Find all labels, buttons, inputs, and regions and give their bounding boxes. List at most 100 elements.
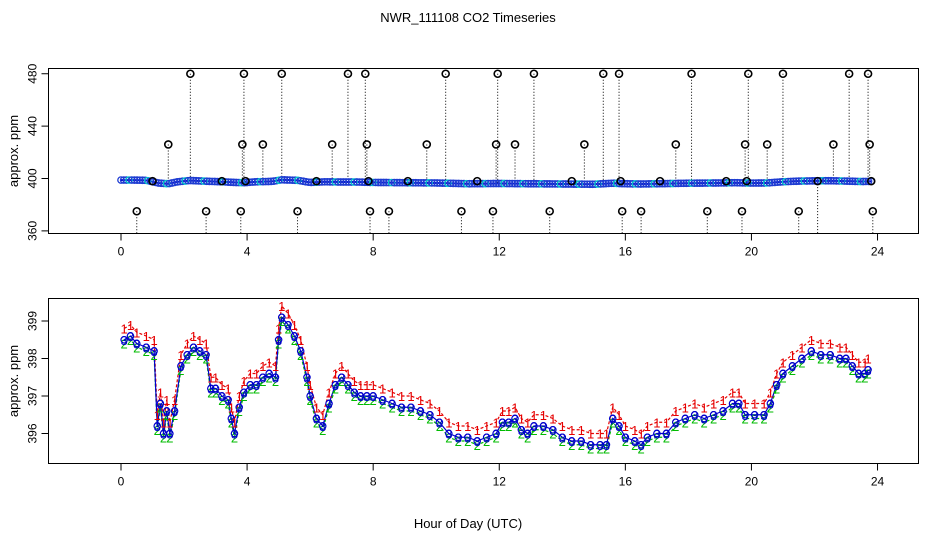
baseline-point [786,177,795,186]
series-1-point: 1 [231,415,238,430]
baseline-point [427,179,436,187]
series-3-point: 3 [530,419,537,434]
series-1-point: 1 [407,389,414,404]
series-3-point: 3 [133,337,140,352]
baseline-point [489,179,498,188]
outlier-point [457,206,466,216]
baseline-point [516,179,525,188]
series-marker [766,399,775,408]
series-3-point: 3 [121,333,128,348]
baseline-point [706,179,715,187]
baseline-point [701,179,709,187]
series-1-point: 1 [196,333,203,348]
series-3-point: 3 [729,397,736,412]
baseline-point [733,178,742,187]
series-marker [397,403,406,412]
series-3-point: 3 [861,367,868,382]
series-1-point: 1 [637,427,644,442]
series-3-point: 3 [177,359,184,374]
series-marker [230,429,239,438]
series-2-point: 2 [682,415,689,430]
baseline-point [580,180,589,189]
series-3-point: 3 [363,389,370,404]
baseline-point [792,177,801,186]
outlier-point [762,140,772,149]
series-marker [621,433,630,442]
series-1-point: 1 [864,352,871,367]
baseline-point [355,178,364,186]
baseline-point [256,177,265,186]
series-marker [750,410,759,419]
series-3-point: 3 [319,419,326,434]
series-marker [826,350,835,359]
series-1-point: 1 [253,367,260,382]
series-3-point: 3 [272,370,279,385]
top-x-axis: 0 4 8 12 16 20 24 [118,233,885,259]
series-2-point: 2 [637,442,644,457]
baseline-point [304,178,313,187]
baseline-point [285,176,294,184]
outlier-point [598,69,608,79]
series-2-point: 2 [150,348,157,363]
baseline-point [352,178,361,186]
series-1-point: 1 [266,355,273,370]
baseline-point [832,177,841,185]
baseline-point [208,177,216,186]
series-3-point: 3 [171,404,178,419]
baseline-point [843,177,851,185]
baseline-point [827,176,835,185]
series-2-point: 2 [166,430,173,445]
baseline-point [350,178,358,186]
baseline-point [685,179,693,188]
series-3-point: 3 [849,359,856,374]
baseline-point [336,178,345,186]
series-1-point: 1 [530,408,537,423]
series-1-point: 1 [767,385,774,400]
baseline-point [334,178,342,186]
series-marker [779,369,787,378]
series-3-point: 3 [483,430,490,445]
series-2-point: 2 [344,382,351,397]
series-3-point: 3 [855,367,862,382]
baseline-point [135,176,144,185]
baseline-point [130,176,139,184]
series-3-point: 3 [196,344,203,359]
baseline-point [320,177,329,186]
baseline-point [430,179,439,187]
baseline-point [414,178,423,187]
series-1-point: 1 [398,389,405,404]
baseline-point [326,177,334,186]
baseline-point [626,179,634,188]
top-y-axis-label: approx. ppm [6,115,21,187]
baseline-point [532,179,541,188]
series-2-point: 2 [332,382,339,397]
series-2-point: 2 [143,344,150,359]
baseline-point [602,179,610,188]
series-1-point: 1 [615,408,622,423]
baseline-point [776,178,784,186]
series-2-point: 2 [760,412,767,427]
series-1-point: 1 [691,397,698,412]
series-2-point: 2 [691,412,698,427]
series-1-point: 1 [729,385,736,400]
outlier-point [778,69,788,79]
series-2-point: 2 [370,393,377,408]
baseline-point [342,178,350,186]
series-2-point: 2 [259,374,266,389]
series-2-point: 2 [855,370,862,385]
series-3-point: 3 [549,423,556,438]
series-3-point: 3 [597,438,604,453]
series-1-point: 1 [644,419,651,434]
series-2-point: 2 [417,408,424,423]
series-marker [296,347,305,355]
baseline-point [596,180,605,188]
series-1-point: 1 [143,329,150,344]
series-3-point: 3 [338,370,345,385]
baseline-point [205,177,214,186]
series-2-point: 2 [735,400,742,415]
baseline-point [773,178,782,187]
series-3-point: 3 [615,419,622,434]
series-2-point: 2 [864,367,871,382]
series-marker [259,373,267,382]
baseline-point [821,176,830,185]
